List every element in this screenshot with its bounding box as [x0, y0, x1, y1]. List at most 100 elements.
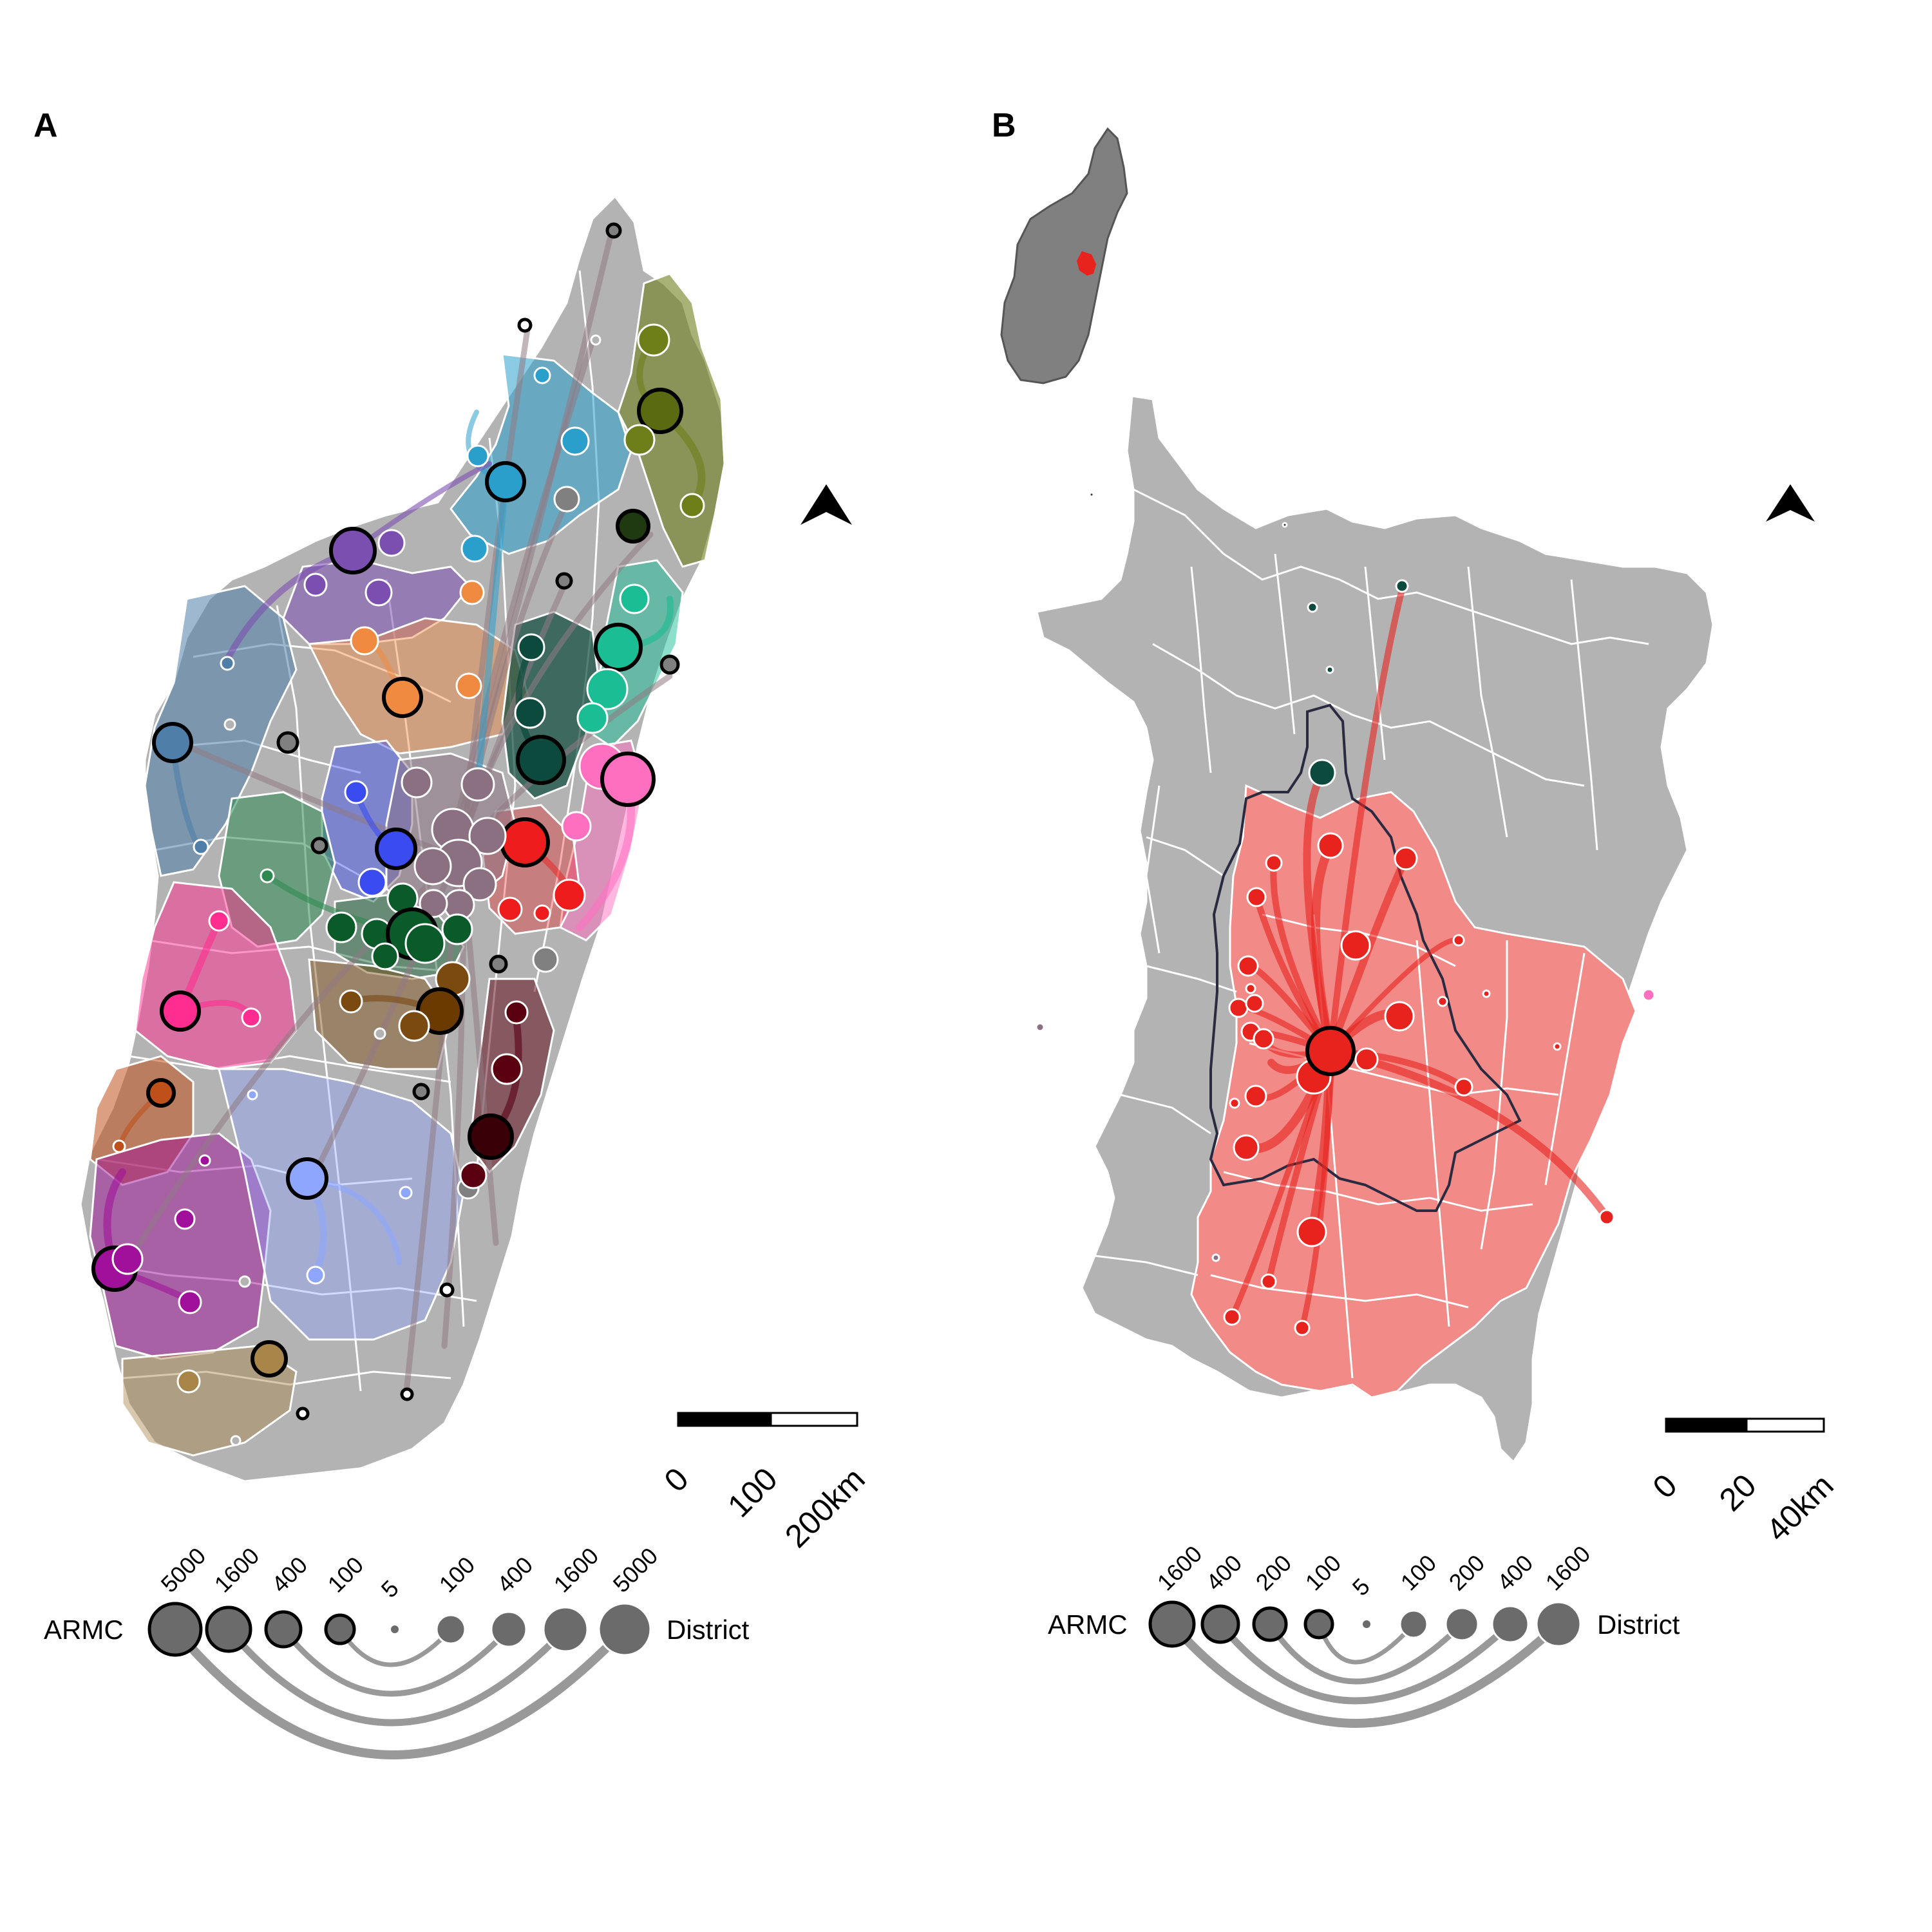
legend-district-value: 1600 [1540, 1540, 1596, 1596]
district-node [1553, 1042, 1562, 1051]
district-node [533, 904, 551, 922]
district-node [238, 1275, 251, 1288]
armc-node [637, 388, 683, 434]
district-node [1237, 955, 1259, 977]
district-node [223, 718, 236, 731]
district-node [1452, 934, 1465, 947]
legend-armc-5000 [147, 1602, 203, 1657]
district-node [413, 847, 452, 886]
district-node [441, 913, 473, 945]
district-node [1395, 579, 1409, 593]
district-node [1245, 994, 1264, 1013]
district-node [357, 867, 387, 897]
panel-a-letter: A [33, 107, 58, 144]
district-node [1307, 601, 1318, 613]
district-node [306, 1265, 325, 1285]
district-node [1229, 1097, 1240, 1109]
district-node [260, 868, 275, 884]
district-node [178, 1290, 202, 1314]
legend-district-value: 100 [1396, 1549, 1441, 1595]
district-node [377, 529, 406, 557]
panel-b-letter: B [992, 107, 1016, 144]
district-node [619, 583, 650, 614]
armc-node [616, 509, 650, 544]
district-node [1233, 1134, 1260, 1161]
district-node [339, 989, 363, 1014]
scale-bar-a: 0 100 200km [658, 1412, 872, 1555]
district-node [1245, 983, 1256, 994]
district-node [1437, 996, 1448, 1007]
district-node [1354, 1047, 1379, 1072]
district-borders-b [1094, 488, 1649, 1379]
district-node [459, 580, 485, 605]
district-node [399, 1186, 413, 1200]
north-arrow-icon [1766, 484, 1815, 522]
district-node [365, 578, 393, 607]
armc-node [516, 735, 566, 785]
district-node [1642, 988, 1656, 1002]
panel-b: B [992, 107, 1841, 1728]
district-node [1482, 989, 1491, 998]
district-node [504, 1000, 529, 1025]
district-node [468, 817, 507, 855]
legend-center-value: 5 [1347, 1573, 1375, 1601]
legend-armc-value: 400 [267, 1551, 312, 1597]
inset-madagascar [1000, 127, 1128, 384]
inset-study-area [1077, 251, 1096, 276]
district-node [1394, 846, 1418, 871]
armc-node [1305, 1026, 1356, 1076]
district-node [460, 535, 489, 563]
district-node [404, 923, 446, 964]
legend-district-400 [490, 1611, 527, 1648]
legend-right-label: District [667, 1615, 750, 1645]
legend-district-400 [1491, 1605, 1530, 1643]
legend-center-5 [391, 1625, 399, 1633]
armc-node [500, 817, 550, 867]
scale-tick-200: 200km [778, 1461, 872, 1555]
district-node [1384, 1001, 1415, 1032]
district-node [491, 1053, 523, 1085]
district-node [532, 946, 559, 973]
district-node [247, 1089, 258, 1101]
scale-tick-0: 0 [658, 1461, 696, 1499]
district-node [1211, 1253, 1220, 1262]
armc-node [152, 722, 193, 763]
district-node [466, 444, 489, 468]
legend-district-value: 200 [1444, 1549, 1490, 1595]
district-node [590, 334, 601, 346]
armc-node [594, 623, 643, 672]
armc-node [375, 828, 417, 870]
legend-right-label: District [1597, 1609, 1680, 1640]
armc-node [412, 1083, 430, 1101]
district-node [460, 767, 495, 802]
armc-node [286, 1157, 328, 1200]
legend-district-1600 [542, 1606, 589, 1653]
district-node [1223, 1308, 1241, 1326]
legend-district-1600 [1535, 1601, 1582, 1647]
legend-center-value: 5 [376, 1575, 404, 1603]
district-node [220, 656, 235, 671]
armc-node [251, 1340, 288, 1378]
district-node [514, 697, 546, 729]
legend-district-value: 1600 [549, 1542, 604, 1598]
district-node [174, 1208, 196, 1230]
district-node [553, 878, 586, 912]
district-node [1282, 522, 1288, 528]
district-node [517, 633, 545, 661]
legend-armc-value: 100 [323, 1551, 368, 1597]
armc-node [146, 1078, 176, 1108]
armc-node [160, 990, 201, 1032]
legend-district-value: 400 [492, 1551, 538, 1597]
legend-left-label: ARMC [44, 1615, 124, 1645]
district-node [576, 702, 609, 734]
district-node [1325, 665, 1334, 674]
highlight-region [1190, 784, 1637, 1399]
district-node [303, 573, 328, 597]
scale-tick-40: 40km [1759, 1467, 1841, 1548]
legend-district-100 [1399, 1609, 1428, 1639]
legend-armc-value: 100 [1300, 1549, 1346, 1595]
legend-armc-value: 1600 [209, 1542, 265, 1598]
district-node [112, 1139, 126, 1153]
legend-district-value: 400 [1492, 1549, 1538, 1595]
scale-tick-0: 0 [1646, 1467, 1684, 1505]
